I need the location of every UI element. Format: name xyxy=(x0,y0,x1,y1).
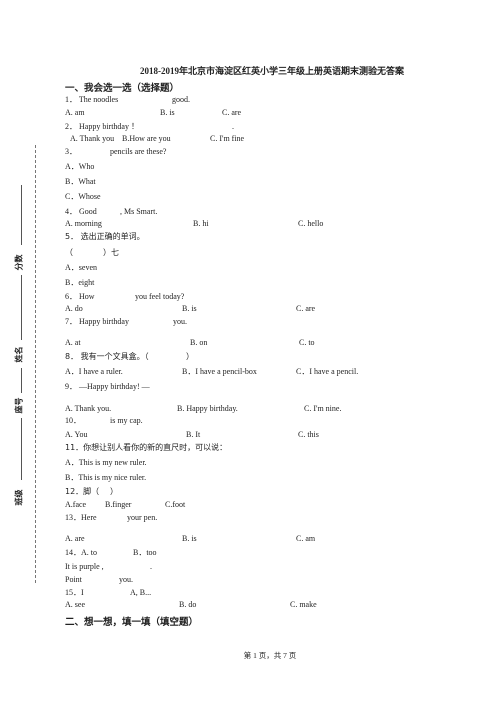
question-text: C. I'm fine xyxy=(210,134,245,143)
question-text: you. xyxy=(173,317,187,326)
question-text: . xyxy=(232,122,234,131)
question-text: C. this xyxy=(298,430,319,439)
question-text: C. are xyxy=(296,304,316,313)
question-text: B．This is my nice ruler. xyxy=(65,473,147,482)
question-text: 15．I xyxy=(65,588,84,597)
margin-label: 座号 xyxy=(14,397,24,414)
question-text: ） xyxy=(110,487,118,496)
page-footer: 第 1 页，共 7 页 xyxy=(243,651,297,660)
question-text: 9． —Happy birthday! — xyxy=(65,382,150,391)
question-text: B. is xyxy=(182,304,197,313)
question-text: A. at xyxy=(65,338,81,347)
question-text: . xyxy=(150,562,152,571)
question-text: 13．Here xyxy=(65,513,97,522)
question-text: B. is xyxy=(160,108,175,117)
question-text: 14．A. to xyxy=(65,548,97,557)
question-text: B. on xyxy=(190,338,208,347)
question-text: B.How are you xyxy=(122,134,171,143)
question-text: A. Thank you. xyxy=(65,404,112,413)
cut-line xyxy=(35,145,36,583)
question-text: A. morning xyxy=(65,219,102,228)
question-text: 11．你想让别人看你的新的直尺时，可以说： xyxy=(65,443,228,452)
question-text: ）七 xyxy=(103,248,119,257)
question-text: B. Happy birthday. xyxy=(177,404,238,413)
underline xyxy=(21,368,22,393)
question-text: A．seven xyxy=(65,263,97,272)
question-text: A. You xyxy=(65,430,88,439)
section-heading: 二、想一想，填一填（填空题） xyxy=(65,617,199,628)
question-text: A．Who xyxy=(65,162,95,171)
question-text: ） xyxy=(186,352,194,361)
question-text: C. hello xyxy=(298,219,324,228)
question-text: C. am xyxy=(296,534,316,543)
question-text: B. hi xyxy=(193,219,209,228)
question-text: 7． Happy birthday xyxy=(65,317,129,326)
question-text: （ xyxy=(65,248,73,257)
section-heading: 一、我会选一选（选择题） xyxy=(65,83,180,94)
question-text: A. do xyxy=(65,304,83,313)
margin-label: 班级 xyxy=(14,489,24,506)
title: 2018-2019年北京市海淀区红英小学三年级上册英语期末测验无答案 xyxy=(140,66,404,76)
question-text: B．I have a pencil-box xyxy=(182,367,257,376)
question-text: It is purple , xyxy=(65,562,104,571)
question-text: 1． The noodles xyxy=(65,95,119,104)
underline xyxy=(21,185,22,245)
question-text: 6． How xyxy=(65,292,95,301)
question-text: 8． 我有一个文具盒。（ xyxy=(65,352,149,361)
question-text: B. It xyxy=(186,430,201,439)
question-text: A. am xyxy=(65,108,85,117)
question-text: A. see xyxy=(65,600,85,609)
question-text: is my cap. xyxy=(110,416,143,425)
question-text: B．too xyxy=(133,548,157,557)
question-text: C. I'm nine. xyxy=(304,404,342,413)
question-text: C. make xyxy=(290,600,317,609)
question-text: A. Thank you xyxy=(70,134,115,143)
question-text: A．This is my new ruler. xyxy=(65,458,147,467)
question-text: good. xyxy=(172,95,190,104)
underline xyxy=(21,275,22,340)
question-text: C．Whose xyxy=(65,192,101,201)
margin-label: 姓名 xyxy=(14,346,24,363)
question-text: C．I have a pencil. xyxy=(296,367,359,376)
question-text: A, B... xyxy=(130,588,152,597)
question-text: B.finger xyxy=(105,500,132,509)
question-text: 3． xyxy=(65,147,77,156)
question-text: B. is xyxy=(182,534,197,543)
question-text: A.face xyxy=(65,500,87,509)
question-text: , Ms Smart. xyxy=(120,207,158,216)
question-text: A. are xyxy=(65,534,85,543)
underline xyxy=(21,418,22,480)
question-text: 4． Good xyxy=(65,207,97,216)
question-text: B．What xyxy=(65,177,96,186)
question-text: B．eight xyxy=(65,278,95,287)
question-text: 10． xyxy=(65,416,81,425)
question-text: A．I have a ruler. xyxy=(65,367,123,376)
question-text: you feel today? xyxy=(135,292,185,301)
margin-label: 分数 xyxy=(14,254,24,271)
question-text: 5． 选出正确的单词。 xyxy=(65,232,145,241)
question-text: Point xyxy=(65,575,82,584)
question-text: you. xyxy=(119,575,133,584)
question-text: 2． Happy birthday ！ xyxy=(65,122,139,131)
question-text: 12．脚（ xyxy=(65,487,100,496)
question-text: your pen. xyxy=(127,513,158,522)
question-text: C. to xyxy=(299,338,315,347)
question-text: C. are xyxy=(222,108,242,117)
question-text: C.foot xyxy=(165,500,186,509)
question-text: pencils are these? xyxy=(110,147,167,156)
question-text: B. do xyxy=(179,600,197,609)
